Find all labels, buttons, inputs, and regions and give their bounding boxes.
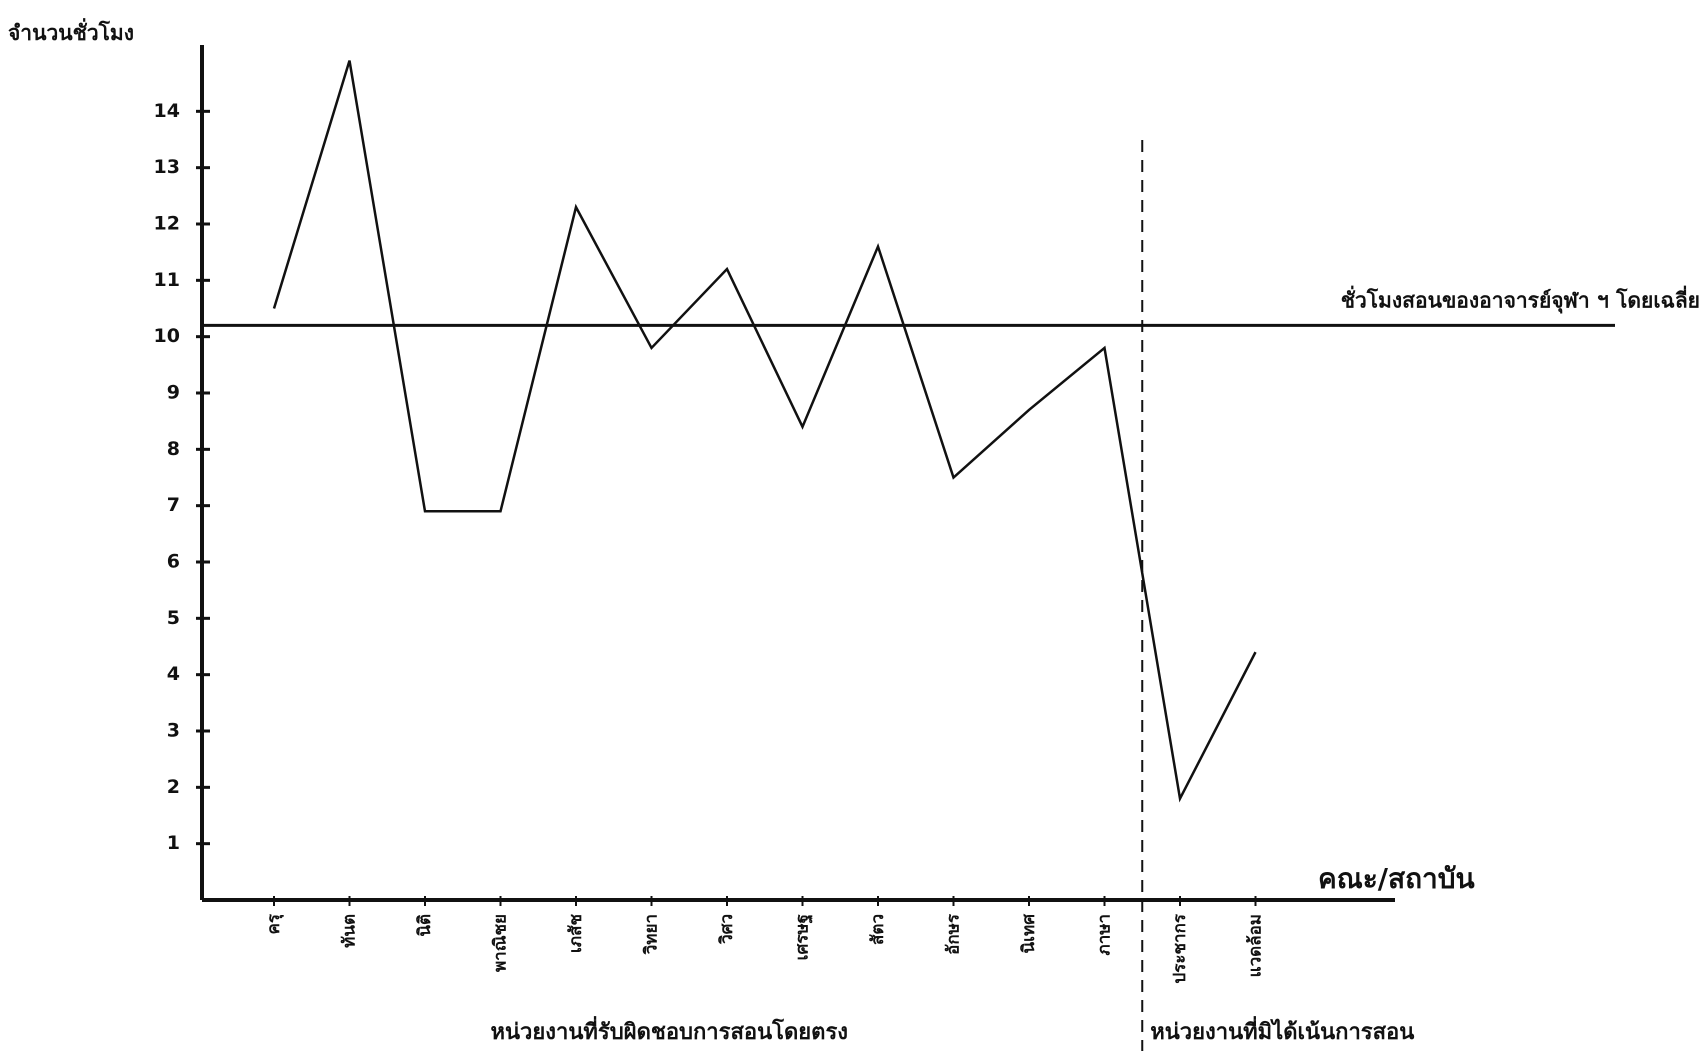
x-tick-label: ประชากร (1170, 913, 1190, 983)
y-tick-label: 4 (167, 663, 180, 685)
x-tick-label: นิติ (415, 914, 435, 937)
y-axis-label: จำนวนชั่วโมง (8, 17, 134, 45)
y-tick-label: 14 (154, 100, 180, 122)
y-tick-label: 5 (167, 607, 180, 629)
y-tick-label: 13 (154, 156, 180, 178)
x-tick-label: พาณิชย (491, 914, 511, 972)
y-tick-label: 2 (167, 776, 180, 798)
x-tick-label: ครุ (264, 913, 284, 934)
y-tick-label: 6 (167, 551, 180, 573)
group-label: หน่วยงานที่รับผิดชอบการสอนโดยตรง (491, 1015, 849, 1045)
y-tick-label: 3 (167, 720, 180, 742)
x-axis-label: คณะ/สถาบัน (1318, 862, 1475, 895)
x-tick-label: ภาษา (1095, 914, 1115, 956)
y-tick-label: 10 (154, 325, 180, 347)
x-tick-label: วิศว (717, 914, 737, 944)
y-tick-label: 11 (154, 269, 180, 291)
x-tick-label: อักษร (944, 913, 964, 955)
x-tick-label: ทันต (340, 914, 360, 948)
x-tick-label: แวดล้อม (1246, 914, 1266, 977)
x-tick-label: นิเทศ (1019, 913, 1039, 954)
group-label: หน่วยงานที่มิได้เน้นการสอน (1150, 1015, 1414, 1045)
y-tick-label: 1 (167, 832, 180, 854)
x-tick-label: เศรษฐ (793, 914, 814, 960)
x-tick-label: สัตว (868, 914, 888, 945)
x-tick-label: เภสัช (566, 914, 586, 953)
y-tick-label: 12 (154, 213, 180, 235)
reference-label: ชั่วโมงสอนของอาจารย์จุฬา ฯ โดยเฉลี่ย (1341, 284, 1700, 314)
x-tick-label: วิทยา (642, 914, 662, 955)
y-tick-label: 8 (167, 438, 180, 460)
y-tick-label: 7 (167, 494, 180, 516)
y-tick-label: 9 (167, 382, 180, 404)
data-line (272, 60, 1257, 803)
